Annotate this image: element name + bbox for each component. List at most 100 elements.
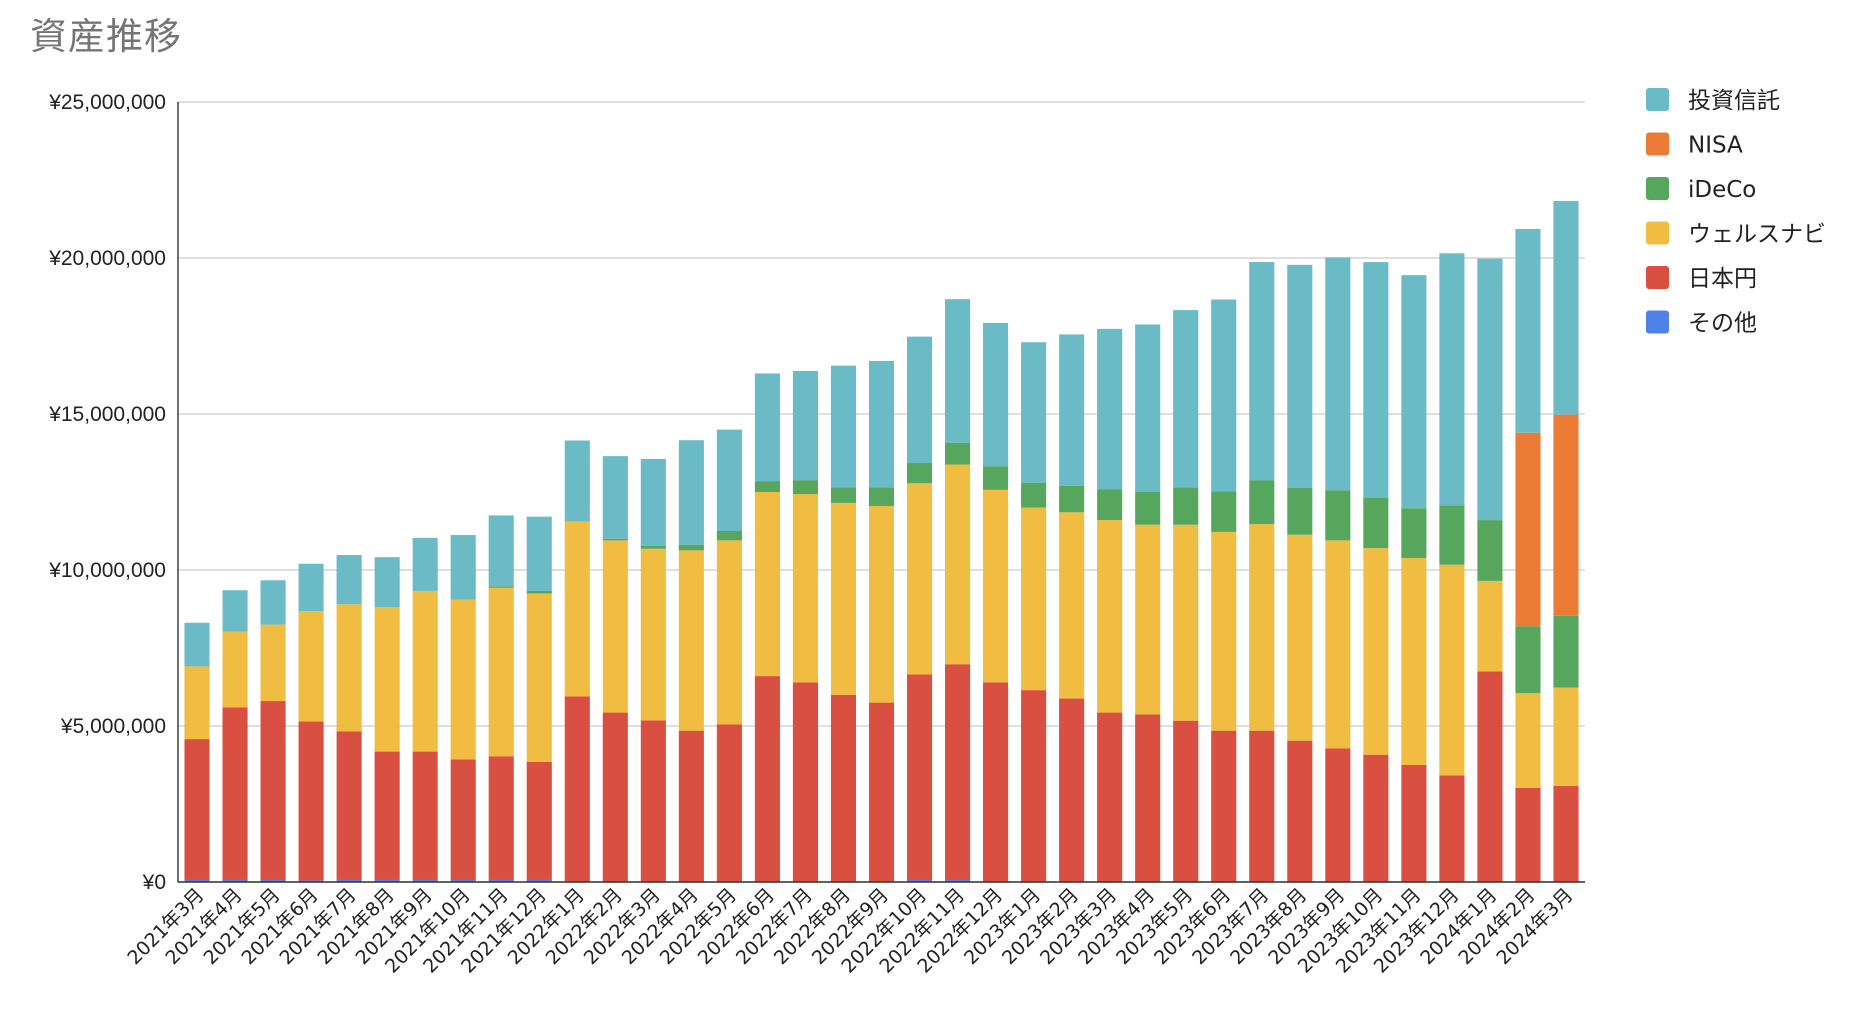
bar-segment	[830, 365, 857, 488]
bar-segment	[564, 696, 590, 882]
y-tick-label: ¥25,000,000	[48, 91, 166, 114]
bar-segment	[450, 879, 476, 882]
bar-segment	[1021, 507, 1047, 691]
bar-segment	[868, 506, 895, 703]
bar-segment	[488, 587, 514, 757]
bar-segment	[526, 593, 552, 762]
bar-segment	[374, 557, 400, 608]
bar-segment	[602, 456, 628, 539]
bar-segment	[184, 739, 210, 880]
legend-swatch	[1646, 266, 1669, 289]
bar-segment	[1515, 626, 1541, 694]
bar-segment	[945, 442, 971, 465]
bar-segment	[260, 580, 286, 625]
legend-label: ウェルスナビ	[1688, 222, 1826, 248]
bar-segment	[792, 370, 818, 481]
bar-segment	[1515, 693, 1541, 788]
bar-segment	[526, 590, 552, 594]
bar-segment	[260, 879, 286, 882]
legend-label: その他	[1688, 311, 1757, 337]
bar-segment	[1059, 512, 1085, 699]
bar-segment	[754, 373, 780, 482]
bar-segment	[1439, 505, 1465, 565]
bar-segment	[868, 702, 895, 882]
y-tick-label: ¥10,000,000	[48, 559, 166, 582]
bar-segment	[640, 458, 666, 546]
bar-segment	[1553, 615, 1579, 688]
bar-segment	[716, 724, 742, 882]
bar-segment	[1287, 487, 1313, 535]
legend-swatch	[1646, 221, 1669, 245]
bar-segment	[488, 756, 514, 880]
bar-segment	[1287, 534, 1313, 741]
bar-segment	[1135, 714, 1161, 882]
bar-segment	[450, 599, 476, 760]
bar-segment	[678, 440, 704, 545]
bar-segment	[488, 515, 514, 587]
bar-segment	[906, 462, 933, 484]
y-tick-label: ¥0	[142, 871, 166, 894]
bar-segment	[906, 483, 933, 675]
bar-segment	[983, 322, 1009, 467]
bar-segment	[222, 590, 248, 632]
bar-segment	[754, 492, 780, 677]
legend-swatch	[1646, 132, 1669, 156]
bar-segment	[1477, 258, 1503, 521]
bar-segment	[678, 730, 704, 882]
bar-segment	[374, 751, 400, 880]
bar-segment	[716, 429, 742, 531]
bar-segment	[526, 761, 552, 880]
legend-label: 日本円	[1688, 266, 1757, 292]
bar-segment	[260, 701, 286, 880]
bar-segment	[1515, 432, 1541, 627]
bar-segment	[678, 550, 704, 731]
bar-segment	[1173, 720, 1199, 882]
bar-segment	[184, 666, 210, 740]
bar-segment	[640, 545, 666, 549]
bar-segment	[1363, 497, 1389, 549]
bar-segment	[945, 464, 971, 665]
bar-segment	[1325, 490, 1351, 541]
bar-segment	[754, 676, 780, 882]
bar-segment	[1249, 262, 1275, 481]
bar-segment	[792, 480, 818, 495]
bar-segment	[298, 880, 324, 882]
bar-segment	[336, 604, 362, 732]
legend-label: NISA	[1688, 133, 1743, 159]
bar-segment	[1325, 257, 1351, 491]
bar-segment	[564, 521, 590, 697]
bar-segment	[868, 487, 895, 507]
y-tick-label: ¥5,000,000	[60, 715, 166, 738]
bar-segment	[260, 624, 286, 702]
bar-segment	[1439, 564, 1465, 776]
bar-segment	[374, 879, 400, 882]
bar-segment	[602, 540, 628, 713]
bar-segment	[298, 721, 324, 881]
bar-segment	[1059, 698, 1085, 882]
bar-segment	[1173, 310, 1199, 488]
bar-segment	[678, 544, 704, 551]
bar-segment	[716, 531, 742, 541]
bar-segment	[906, 674, 933, 880]
bar-segment	[1515, 787, 1541, 882]
bar-segment	[1097, 328, 1123, 490]
bar-segment	[298, 563, 324, 612]
bar-segment	[1325, 540, 1351, 749]
bar-segment	[1515, 228, 1541, 433]
bar-segment	[488, 879, 514, 882]
bar-segment	[450, 535, 476, 600]
bar-segment	[1553, 687, 1579, 786]
chart-title: 資産推移	[30, 15, 182, 58]
bar-segment	[830, 694, 857, 882]
bar-segment	[1059, 334, 1085, 486]
bar-segment	[1021, 690, 1047, 882]
bar-segment	[792, 494, 818, 683]
bar-segment	[336, 879, 362, 882]
bar-segment	[412, 751, 438, 880]
bar-segment	[868, 360, 895, 488]
bar-segment	[1439, 253, 1465, 506]
bar-segment	[1477, 520, 1503, 581]
y-tick-label: ¥15,000,000	[48, 403, 166, 426]
bar-segment	[1021, 482, 1047, 508]
